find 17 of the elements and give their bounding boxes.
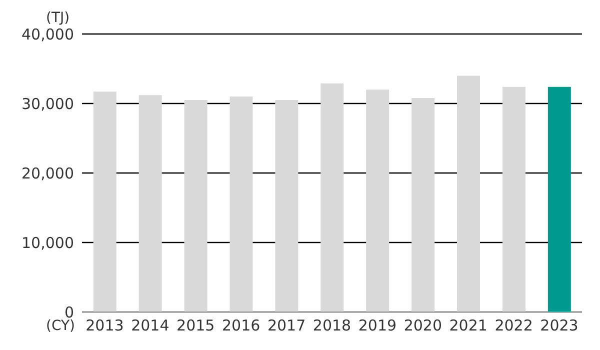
y-tick-label: 20,000 (22, 164, 74, 182)
x-axis-title: (CY) (46, 318, 76, 334)
y-tick-label: 10,000 (22, 234, 74, 252)
x-tick-label: 2017 (267, 316, 306, 335)
x-tick-label: 2018 (312, 316, 352, 335)
x-tick-label: 2022 (494, 316, 533, 335)
y-tick-label: 40,000 (22, 25, 74, 44)
x-tick-label: 2013 (86, 316, 124, 335)
x-tick-label: 2020 (404, 316, 442, 335)
x-tick-label: 2015 (176, 316, 215, 335)
x-tick-label: 2019 (358, 316, 397, 335)
x-tick-label: 2021 (449, 316, 488, 335)
x-tick-label: 2014 (131, 316, 170, 335)
y-axis-title: (TJ) (46, 10, 70, 26)
x-tick-label: 2016 (222, 316, 260, 335)
x-tick-label: 2023 (540, 316, 578, 335)
y-tick-label: 30,000 (22, 94, 74, 113)
